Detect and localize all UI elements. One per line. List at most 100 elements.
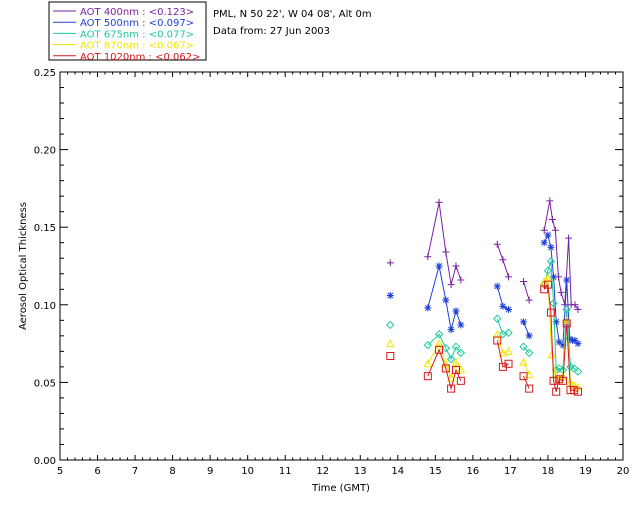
data-point-square (441, 364, 450, 373)
data-point-triangle (446, 373, 456, 382)
data-point-square (562, 319, 571, 328)
legend-entries: AOT 400nm : <0.123>AOT 500nm : <0.097>AO… (53, 7, 200, 63)
data-point-square (552, 387, 561, 396)
data-point-diamond (546, 257, 556, 266)
y-tick-label: 0.15 (34, 223, 56, 234)
data-point-diamond (446, 354, 456, 364)
y-tick-label: 0.10 (34, 301, 56, 312)
data-point-asterisk (447, 326, 455, 334)
data-point-plus (493, 240, 501, 248)
series-line (427, 202, 462, 285)
y-axis: 0.00 0.05 0.10 0.15 0.20 0.25 (34, 68, 623, 467)
data-point-asterisk (571, 336, 579, 344)
data-point-square (549, 376, 558, 385)
data-point-square (456, 376, 465, 385)
x-tick-label: 16 (466, 466, 479, 477)
data-point-square (519, 372, 528, 381)
data-point-diamond (423, 340, 433, 350)
data-point-asterisk (505, 305, 513, 313)
x-tick-label: 15 (429, 466, 442, 477)
data-point-asterisk (493, 282, 501, 290)
x-tick-label: 9 (207, 466, 213, 477)
data-point-diamond (524, 348, 534, 358)
data-point-plus (540, 226, 548, 234)
series-line (427, 265, 462, 330)
data-point-plus (565, 234, 573, 242)
data-point-square (493, 336, 502, 345)
data-point-square (423, 372, 432, 381)
data-point-diamond (441, 344, 451, 353)
data-point-asterisk (525, 332, 533, 340)
y-tick-label: 0.05 (34, 378, 56, 389)
series-square (386, 280, 582, 396)
data-point-diamond (562, 305, 571, 314)
data-point-plus (546, 197, 554, 205)
data-point-plus (442, 248, 450, 256)
data-point-asterisk (457, 321, 465, 329)
data-point-plus (574, 305, 582, 313)
data-point-asterisk (574, 340, 582, 348)
x-tick-label: 7 (132, 466, 138, 477)
info-block: PML, N 50 22', W 04 08', Alt 0m Data fro… (213, 9, 372, 37)
data-point-asterisk (520, 318, 528, 326)
legend-label: AOT 870nm : <0.067> (80, 41, 194, 52)
data-point-square (435, 345, 444, 354)
data-point-diamond (549, 299, 558, 308)
data-point-square (451, 365, 460, 374)
data-point-asterisk (544, 231, 552, 239)
data-point-plus (548, 215, 556, 223)
x-tick-label: 18 (542, 466, 555, 477)
series-layer (385, 197, 583, 396)
data-point-plus (386, 259, 394, 267)
data-point-asterisk (452, 307, 460, 315)
data-point-diamond (493, 314, 502, 323)
data-point-asterisk (552, 318, 560, 326)
data-point-plus (551, 226, 559, 234)
series-line (523, 375, 530, 389)
data-point-plus (525, 296, 533, 304)
data-point-plus (452, 262, 460, 270)
data-point-triangle (504, 346, 513, 355)
data-point-square (573, 387, 582, 396)
data-point-asterisk (559, 341, 567, 349)
data-point-plus (435, 198, 443, 206)
data-point-diamond (519, 342, 528, 351)
data-point-diamond (573, 367, 583, 376)
x-tick-label: 12 (316, 466, 329, 477)
data-point-square (504, 359, 513, 368)
data-point-triangle (451, 357, 461, 366)
data-point-asterisk (424, 304, 432, 312)
data-point-plus (520, 278, 528, 286)
data-point-asterisk (499, 302, 507, 310)
x-tick-label: 20 (617, 466, 630, 477)
data-point-diamond (504, 328, 513, 337)
legend-label: AOT 500nm : <0.097> (80, 18, 194, 29)
data-point-square (546, 308, 555, 317)
data-point-plus (447, 281, 455, 289)
legend-frame (48, 1, 207, 61)
data-point-asterisk (550, 273, 558, 281)
data-point-triangle (519, 357, 528, 366)
data-point-square (543, 280, 552, 289)
x-tick-label: 11 (279, 466, 292, 477)
data-point-square (447, 384, 456, 393)
y-tick-label: 0.00 (34, 456, 56, 467)
data-point-triangle (498, 348, 508, 357)
x-tick-label: 5 (57, 466, 63, 477)
data-point-asterisk (547, 243, 555, 251)
data-point-asterisk (442, 296, 450, 304)
data-point-square (386, 352, 395, 361)
data-point-triangle (423, 359, 433, 368)
data-point-asterisk (435, 262, 443, 270)
data-point-diamond (386, 320, 395, 330)
legend: AOT 400nm : <0.123>AOT 500nm : <0.097>AO… (48, 1, 207, 63)
data-point-asterisk (540, 239, 548, 247)
data-point-square (525, 384, 534, 393)
data-point-plus (557, 288, 565, 296)
data-point-plus (424, 253, 432, 261)
x-tick-label: 6 (94, 466, 100, 477)
x-tick-label: 14 (391, 466, 404, 477)
data-point-diamond (434, 330, 444, 339)
series-line (523, 281, 530, 301)
